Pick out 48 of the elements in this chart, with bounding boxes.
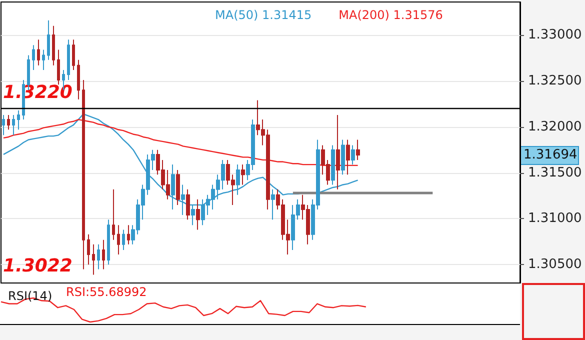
candlestick: [341, 139, 345, 176]
candlestick: [127, 224, 130, 245]
y-tick-label: 1.32500: [528, 73, 582, 88]
candlestick: [32, 44, 35, 70]
candlestick: [351, 144, 355, 166]
candlestick: [42, 49, 45, 70]
y-tick-label: 1.30500: [528, 257, 582, 272]
candlestick: [102, 239, 105, 270]
candlestick: [87, 234, 90, 266]
y-tick-label: 1.32000: [528, 119, 582, 134]
candlestick: [196, 198, 200, 230]
y-tick-label: 1.31000: [528, 211, 582, 226]
candlestick: [241, 164, 245, 186]
candlestick: [186, 188, 190, 220]
candlestick: [82, 80, 85, 270]
text: MA(200) 1.31576: [338, 8, 443, 22]
candlestick: [72, 39, 75, 70]
candlestick: [346, 139, 350, 176]
candlestick: [122, 229, 125, 250]
candlestick: [17, 110, 20, 130]
candlestick: [52, 25, 55, 66]
candlestick: [97, 244, 100, 270]
text: MA(50) 1.31415: [215, 8, 312, 22]
text: 1.31694: [524, 147, 578, 162]
y-tick-label: 1.33000: [528, 28, 582, 43]
candlestick: [77, 59, 80, 100]
candlestick: [92, 244, 95, 276]
candlestick: [112, 188, 115, 240]
candlestick: [37, 39, 40, 66]
candlestick: [67, 39, 70, 81]
candlestick: [236, 164, 240, 196]
candlestick: [2, 114, 5, 136]
annotation: 1.3022: [3, 256, 72, 276]
candlestick: [12, 114, 15, 136]
candlestick: [7, 114, 10, 130]
candlestick: [117, 224, 120, 256]
line-series: [2, 118, 358, 166]
candlestick: [336, 114, 340, 190]
candlestick: [47, 20, 50, 60]
candlestick: [331, 144, 335, 186]
candlestick: [57, 49, 60, 86]
candlestick: [356, 139, 360, 160]
candlestick: [107, 219, 110, 266]
candlestick: [176, 170, 180, 206]
chart-title: RSI(14): [8, 289, 52, 303]
candlestick: [271, 188, 275, 220]
y-tick-label: 1.31500: [528, 165, 582, 180]
annotation: RSI:55.68992: [66, 285, 147, 299]
